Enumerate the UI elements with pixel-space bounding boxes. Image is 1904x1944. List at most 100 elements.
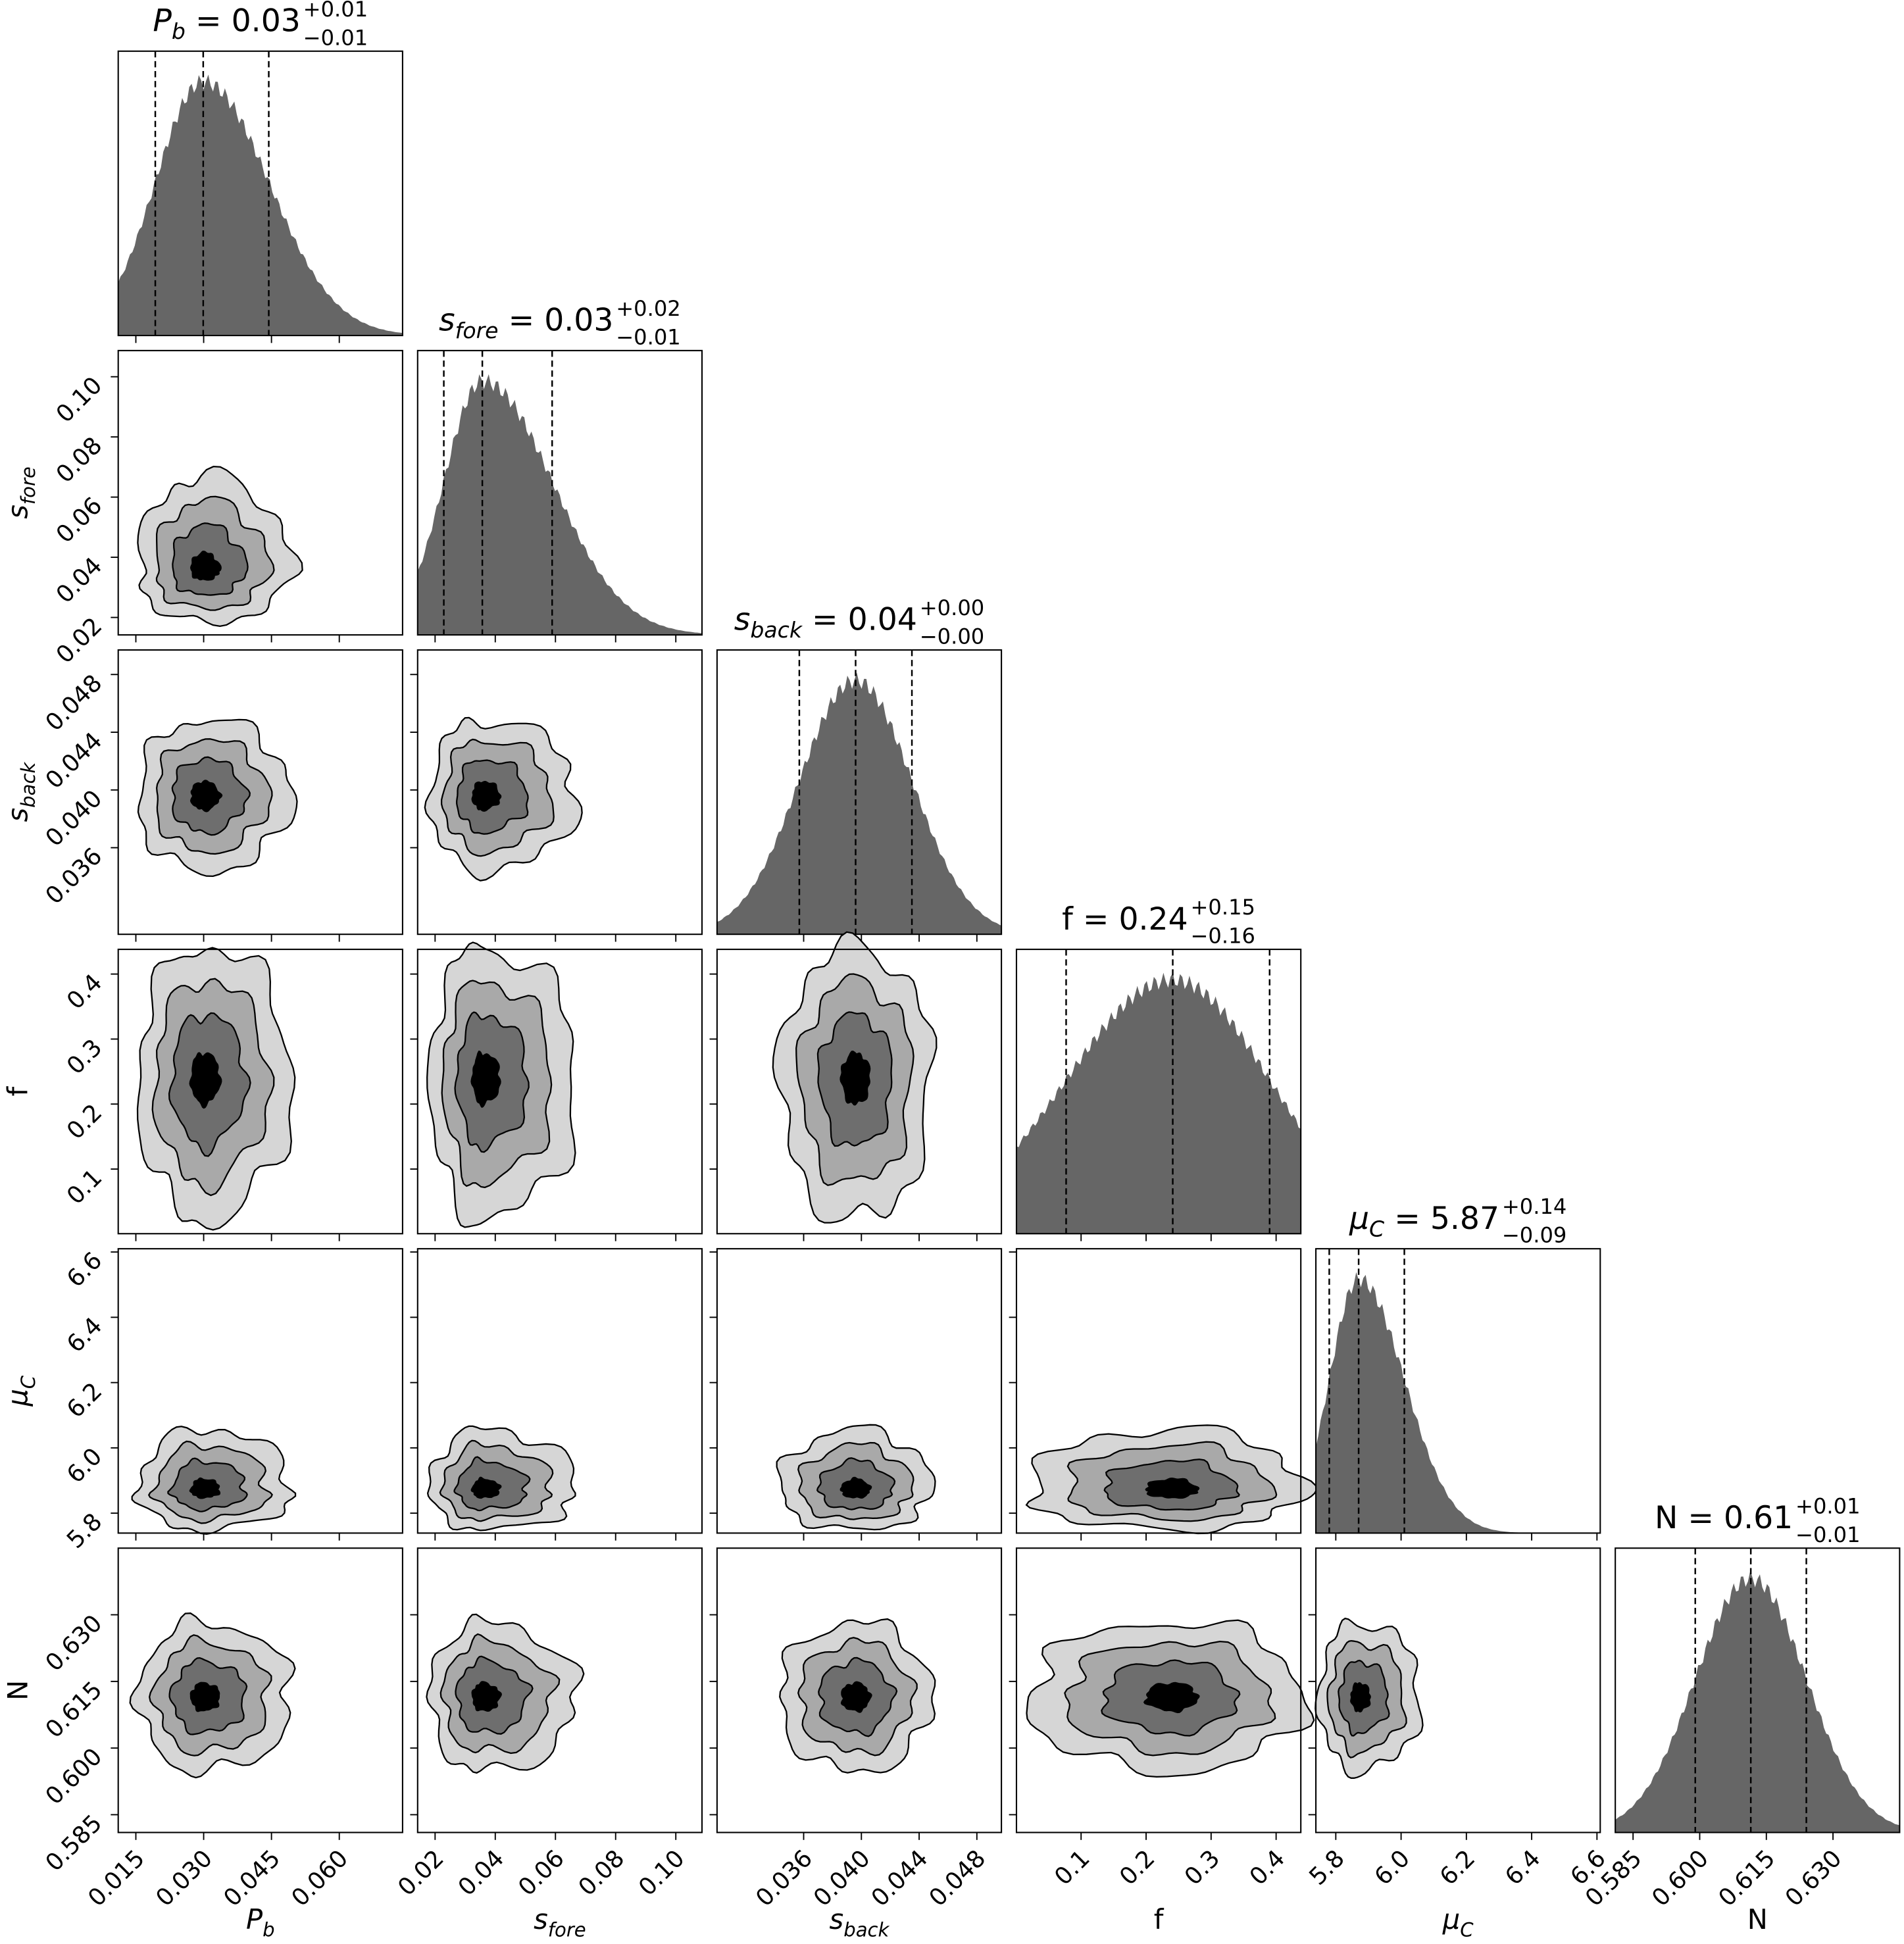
x-axis-label-1-sub: fore xyxy=(548,1918,586,1941)
contour-panel-1-2 xyxy=(410,649,703,942)
panel-frame xyxy=(416,649,703,935)
y-tick-label: 6.0 xyxy=(62,1443,107,1488)
title-value: 5.87 xyxy=(1430,1201,1499,1237)
x-axis-label-4: μC xyxy=(1442,1903,1474,1941)
title-equals: = xyxy=(1678,1500,1724,1536)
panel-frame xyxy=(1315,1547,1601,1833)
x-tick-label: 0.3 xyxy=(1180,1845,1225,1890)
x-tick-label: 0.060 xyxy=(286,1845,353,1912)
y-tick-label: 0.08 xyxy=(51,432,108,489)
title-value: 0.03 xyxy=(544,303,613,339)
x-axis-label-0-main: P xyxy=(246,1903,263,1935)
x-tick-label: 0.015 xyxy=(83,1845,150,1912)
y-axis-label-2-main: s xyxy=(2,808,34,822)
y-tick-label: 0.044 xyxy=(41,728,108,795)
title-symbol: s xyxy=(734,602,751,638)
x-tick-label: 0.036 xyxy=(751,1845,818,1912)
y-axis-label-4-sub: C xyxy=(17,1375,39,1389)
y-tick-label: 0.04 xyxy=(51,553,108,609)
y-tick-label: 0.036 xyxy=(41,843,108,910)
contour-panel-0-4: 5.8 6.0 6.2 6.4 6.6 xyxy=(62,1247,403,1554)
panel-title-3: f = 0.24 xyxy=(1062,901,1188,937)
x-axis-label-4-main: μ xyxy=(1442,1903,1460,1935)
title-symbol-sub: b xyxy=(172,18,186,44)
y-axis-label-3: f xyxy=(2,1086,34,1097)
y-tick-label: 0.630 xyxy=(41,1610,108,1677)
y-tick-label: 0.585 xyxy=(41,1810,108,1877)
panel-frame xyxy=(416,1248,703,1534)
title-plus: +0.14 xyxy=(1502,1194,1567,1219)
contour-level-3 xyxy=(189,1477,220,1499)
y-tick-label: 0.048 xyxy=(41,670,108,737)
x-tick-label: 0.4 xyxy=(1245,1845,1290,1890)
title-equals: = xyxy=(1073,901,1119,937)
x-tick-label: 0.040 xyxy=(809,1845,876,1912)
histogram-panel-3: f = 0.24 +0.15 −0.16 xyxy=(1015,895,1302,1241)
contour-level-3 xyxy=(189,780,223,812)
y-tick-label: 0.3 xyxy=(62,1034,107,1080)
panel-frame xyxy=(416,349,703,636)
y-axis-label-5-main: N xyxy=(2,1680,34,1701)
y-axis-label-1-main: s xyxy=(2,505,34,519)
x-tick-label: 0.08 xyxy=(574,1845,630,1901)
title-value: 0.03 xyxy=(232,3,301,39)
title-symbol-sub: C xyxy=(1369,1216,1384,1241)
panel-frame xyxy=(416,1547,703,1833)
y-axis-label-4-main: μ xyxy=(2,1389,34,1407)
contour-level-3 xyxy=(839,1476,872,1499)
title-plus: +0.01 xyxy=(303,0,368,22)
y-tick-label: 0.1 xyxy=(62,1164,107,1210)
panel-frame xyxy=(1015,1547,1302,1833)
contour-panel-0-1: 0.020.040.060.080.10 xyxy=(51,349,403,669)
panel-frame xyxy=(716,649,1003,935)
contour-panel-2-3 xyxy=(709,931,1003,1241)
panel-frame xyxy=(1315,1248,1601,1534)
title-minus: −0.00 xyxy=(920,624,984,649)
histogram-panel-0: Pb = 0.03 +0.01 −0.01 xyxy=(117,0,403,343)
x-axis-label-0: Pb xyxy=(246,1903,275,1941)
x-axis-label-5: N xyxy=(1747,1903,1768,1935)
contour-level-3 xyxy=(470,1050,501,1109)
x-tick-label: 6.2 xyxy=(1435,1845,1480,1890)
title-value: 0.61 xyxy=(1724,1500,1793,1536)
panel-frame xyxy=(1015,1248,1302,1534)
histogram-fill xyxy=(1615,1570,1900,1833)
panel-frame xyxy=(716,949,1003,1235)
contour-level-3 xyxy=(471,780,502,812)
histogram-panel-2: sback = 0.04 +0.00 −0.00 xyxy=(716,595,1003,942)
contour-level-3 xyxy=(1143,1682,1200,1714)
contour-level-3 xyxy=(839,1051,871,1106)
histogram-fill xyxy=(1316,1272,1601,1533)
x-axis-label-3-main: f xyxy=(1154,1903,1165,1935)
contour-panel-3-5: 0.1 0.2 0.3 0.4 xyxy=(1009,1547,1315,1891)
title-symbol: N xyxy=(1655,1500,1678,1536)
panel-frame xyxy=(117,349,403,636)
title-symbol-sub: fore xyxy=(455,318,499,343)
histogram-panel-1: sfore = 0.03 +0.02 −0.01 xyxy=(416,296,703,643)
panel-title-1: sfore = 0.03 xyxy=(439,303,613,343)
x-tick-label: 0.04 xyxy=(453,1845,510,1901)
y-tick-label: 0.615 xyxy=(41,1676,108,1743)
title-symbol: f xyxy=(1062,901,1074,937)
y-axis-label-2: sback xyxy=(2,762,39,822)
panel-frame xyxy=(117,1547,403,1833)
x-tick-label: 0.044 xyxy=(866,1845,934,1912)
title-plus: +0.00 xyxy=(920,595,984,620)
x-axis-label-5-main: N xyxy=(1747,1903,1768,1935)
panel-frame xyxy=(416,949,703,1235)
panel-frame xyxy=(1015,949,1302,1235)
contour-panel-0-3: 0.1 0.2 0.3 0.4 xyxy=(62,947,403,1241)
title-equals: = xyxy=(802,602,848,638)
x-axis-label-2-main: s xyxy=(830,1903,844,1935)
x-tick-label: 0.045 xyxy=(218,1845,286,1912)
title-equals: = xyxy=(499,303,545,339)
panel-title-4: μC = 5.87 xyxy=(1349,1201,1499,1241)
title-equals: = xyxy=(1384,1201,1430,1237)
title-minus: −0.09 xyxy=(1502,1223,1567,1248)
title-minus: −0.01 xyxy=(1795,1522,1860,1547)
contour-level-3 xyxy=(470,1476,502,1499)
contour-level-3 xyxy=(471,1681,502,1712)
y-tick-label: 6.6 xyxy=(62,1247,107,1293)
